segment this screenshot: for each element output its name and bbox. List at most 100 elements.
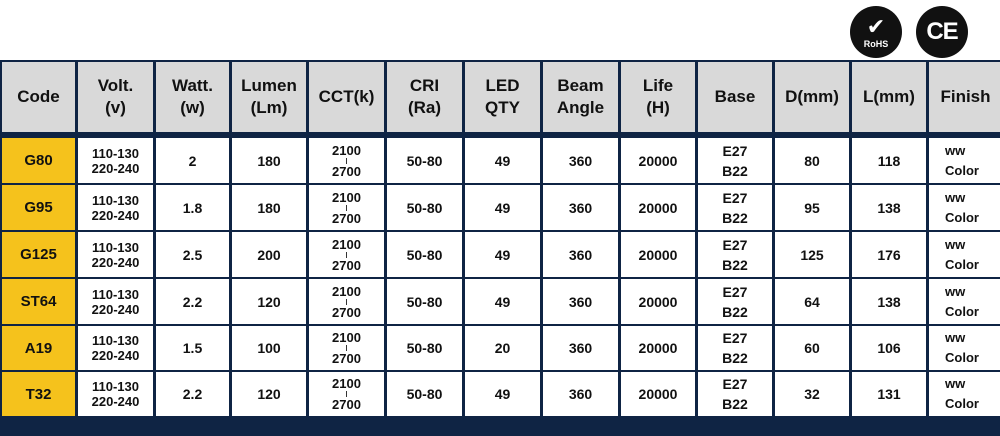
header-beam-angle: Beam Angle (543, 62, 618, 136)
rohs-label: RoHS (863, 38, 889, 49)
cell-cri: 50-80 (387, 232, 462, 277)
cell-base: E27 B22 (698, 326, 772, 370)
header-lumen: Lumen (Lm) (232, 62, 306, 136)
header-length: L(mm) (852, 62, 926, 136)
cell-cct: 2100 2700 (309, 232, 384, 277)
cell-watt: 2.2 (156, 372, 229, 416)
cell-lumen: 180 (232, 138, 306, 183)
cell-led-qty: 20 (465, 326, 540, 370)
spec-table: Code Volt. (v) Watt. (w) Lumen (Lm) CCT(k) … (0, 60, 1000, 436)
cell-led-qty: 49 (465, 232, 540, 277)
ce-label: CE (926, 18, 958, 45)
cell-volt: 110-130 220-240 (78, 372, 153, 416)
header-base: Base (698, 62, 772, 136)
header-cct: CCT(k) (309, 62, 384, 136)
cell-diameter: 32 (775, 372, 849, 416)
cell-diameter: 80 (775, 138, 849, 183)
cell-finish: ww Color (929, 138, 1000, 183)
cct-range-divider (346, 298, 347, 305)
cell-volt: 110-130 220-240 (78, 326, 153, 370)
cell-diameter: 125 (775, 232, 849, 277)
cell-led-qty: 49 (465, 372, 540, 416)
cell-watt: 2 (156, 138, 229, 183)
cct-range-divider (346, 157, 347, 164)
cell-base: E27 B22 (698, 232, 772, 277)
cell-finish: ww Color (929, 372, 1000, 416)
spec-grid: Code Volt. (v) Watt. (w) Lumen (Lm) CCT(k) … (2, 62, 1000, 418)
cell-beam-angle: 360 (543, 138, 618, 183)
cell-cct: 2100 2700 (309, 138, 384, 183)
cell-lumen: 120 (232, 279, 306, 324)
cell-life: 20000 (621, 372, 695, 416)
cell-code: ST64 (2, 279, 75, 324)
cell-led-qty: 49 (465, 279, 540, 324)
cell-lumen: 120 (232, 372, 306, 416)
cell-code: G80 (2, 138, 75, 183)
cell-volt: 110-130 220-240 (78, 185, 153, 230)
cell-finish: ww Color (929, 232, 1000, 277)
cell-cct: 2100 2700 (309, 279, 384, 324)
header-volt: Volt. (v) (78, 62, 153, 136)
cell-code: T32 (2, 372, 75, 416)
cell-beam-angle: 360 (543, 279, 618, 324)
cell-cct: 2100 2700 (309, 185, 384, 230)
cell-length: 118 (852, 138, 926, 183)
cell-cri: 50-80 (387, 372, 462, 416)
header-life: Life (H) (621, 62, 695, 136)
cell-beam-angle: 360 (543, 232, 618, 277)
header-code: Code (2, 62, 75, 136)
cell-life: 20000 (621, 232, 695, 277)
cct-range-divider (346, 251, 347, 258)
ce-badge: CE (916, 6, 968, 58)
cell-finish: ww Color (929, 326, 1000, 370)
cell-watt: 2.5 (156, 232, 229, 277)
cct-range-divider (346, 391, 347, 397)
cell-volt: 110-130 220-240 (78, 279, 153, 324)
cell-watt: 1.5 (156, 326, 229, 370)
cell-code: G95 (2, 185, 75, 230)
cell-cri: 50-80 (387, 279, 462, 324)
cell-base: E27 B22 (698, 185, 772, 230)
rohs-badge: ✔ RoHS (850, 6, 902, 58)
cell-base: E27 B22 (698, 138, 772, 183)
cct-range-divider (346, 345, 347, 351)
cell-finish: ww Color (929, 185, 1000, 230)
cell-life: 20000 (621, 185, 695, 230)
cell-length: 106 (852, 326, 926, 370)
cell-length: 138 (852, 185, 926, 230)
cell-finish: ww Color (929, 279, 1000, 324)
cell-diameter: 64 (775, 279, 849, 324)
cell-life: 20000 (621, 326, 695, 370)
cell-cri: 50-80 (387, 326, 462, 370)
header-cri: CRI (Ra) (387, 62, 462, 136)
cell-lumen: 200 (232, 232, 306, 277)
cell-cct: 2100 2700 (309, 372, 384, 416)
cell-beam-angle: 360 (543, 185, 618, 230)
cell-beam-angle: 360 (543, 372, 618, 416)
cell-length: 138 (852, 279, 926, 324)
cell-cri: 50-80 (387, 138, 462, 183)
header-led-qty: LED QTY (465, 62, 540, 136)
cell-volt: 110-130 220-240 (78, 232, 153, 277)
cell-lumen: 180 (232, 185, 306, 230)
cell-code: A19 (2, 326, 75, 370)
cell-life: 20000 (621, 138, 695, 183)
cell-volt: 110-130 220-240 (78, 138, 153, 183)
cell-watt: 2.2 (156, 279, 229, 324)
cell-led-qty: 49 (465, 185, 540, 230)
cell-length: 131 (852, 372, 926, 416)
cell-diameter: 60 (775, 326, 849, 370)
cell-diameter: 95 (775, 185, 849, 230)
cell-length: 176 (852, 232, 926, 277)
cell-life: 20000 (621, 279, 695, 324)
cell-base: E27 B22 (698, 279, 772, 324)
cell-lumen: 100 (232, 326, 306, 370)
certification-badges: ✔ RoHS CE (850, 6, 968, 58)
header-diameter: D(mm) (775, 62, 849, 136)
cell-cct: 2100 2700 (309, 326, 384, 370)
cell-cri: 50-80 (387, 185, 462, 230)
cell-beam-angle: 360 (543, 326, 618, 370)
cell-led-qty: 49 (465, 138, 540, 183)
cell-base: E27 B22 (698, 372, 772, 416)
cell-watt: 1.8 (156, 185, 229, 230)
